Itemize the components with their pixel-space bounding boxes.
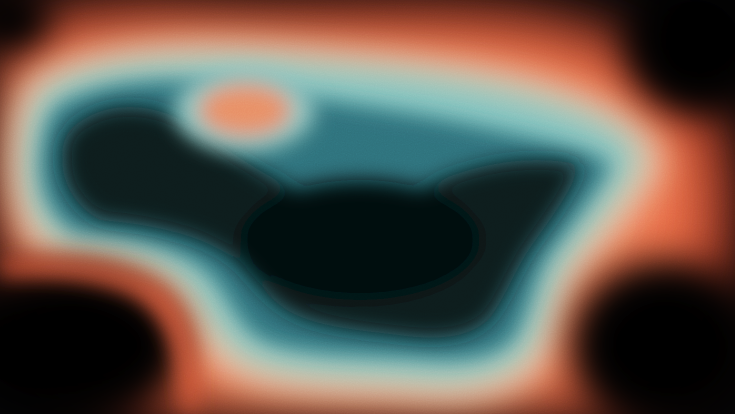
dark-core-center <box>240 180 480 300</box>
hotspot-core <box>199 84 291 136</box>
hotspot-layer <box>175 68 315 152</box>
